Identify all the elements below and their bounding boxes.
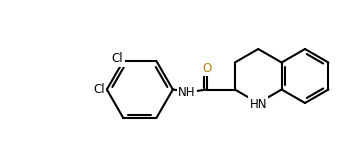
Text: Cl: Cl <box>93 83 105 96</box>
Text: Cl: Cl <box>111 52 123 65</box>
Text: HN: HN <box>249 97 267 111</box>
Text: NH: NH <box>178 86 196 99</box>
Text: O: O <box>202 62 212 75</box>
